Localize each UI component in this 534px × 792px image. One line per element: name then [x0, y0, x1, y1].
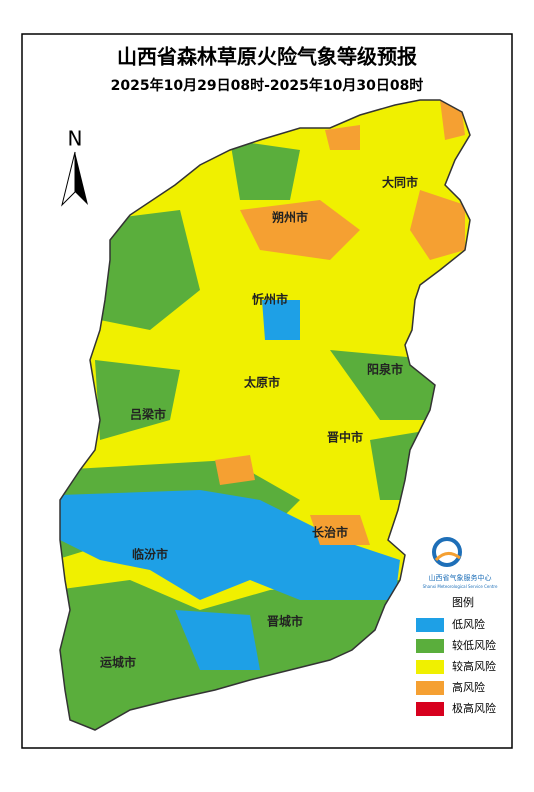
legend-label: 极高风险 — [452, 701, 496, 715]
logo: 山西省气象服务中心 Shanxi Meteorological Service … — [423, 537, 498, 589]
risk-area — [310, 515, 370, 545]
subtitle: 2025年10月29日08时-2025年10月30日08时 — [111, 77, 424, 94]
org-name: 山西省气象服务中心 — [429, 573, 492, 582]
risk-area — [215, 455, 255, 485]
legend-swatch — [416, 702, 444, 716]
risk-area — [95, 360, 180, 440]
risk-area — [262, 300, 300, 340]
legend-label: 低风险 — [452, 617, 485, 631]
city-label: 忻州市 — [252, 292, 288, 307]
risk-area — [100, 210, 200, 330]
city-label: 临汾市 — [132, 547, 168, 562]
risk-area — [175, 610, 260, 670]
legend-label: 高风险 — [452, 680, 485, 694]
city-label: 大同市 — [382, 175, 418, 190]
north-label: N — [68, 127, 83, 151]
legend-title: 图例 — [452, 595, 474, 609]
risk-area — [410, 190, 465, 260]
city-label: 阳泉市 — [367, 362, 403, 377]
risk-area — [240, 200, 360, 260]
risk-area — [60, 490, 400, 600]
risk-area — [440, 100, 465, 140]
city-label: 运城市 — [100, 655, 136, 670]
north-arrow: N — [61, 127, 88, 207]
legend-label: 较低风险 — [452, 638, 496, 652]
city-label: 晋城市 — [267, 614, 303, 629]
city-label: 太原市 — [244, 375, 280, 390]
title: 山西省森林草原火险气象等级预报 — [117, 45, 417, 69]
legend-swatch — [416, 681, 444, 695]
risk-area — [230, 140, 300, 200]
city-label: 长治市 — [312, 525, 348, 540]
city-label: 吕梁市 — [130, 407, 166, 422]
city-label: 晋中市 — [327, 430, 363, 445]
legend-swatch — [416, 660, 444, 674]
legend-swatch — [416, 639, 444, 653]
city-label: 朔州市 — [272, 210, 308, 225]
legend-label: 较高风险 — [452, 659, 496, 673]
org-english: Shanxi Meteorological Service Centre — [423, 584, 498, 589]
risk-area — [325, 125, 360, 150]
legend-swatch — [416, 618, 444, 632]
